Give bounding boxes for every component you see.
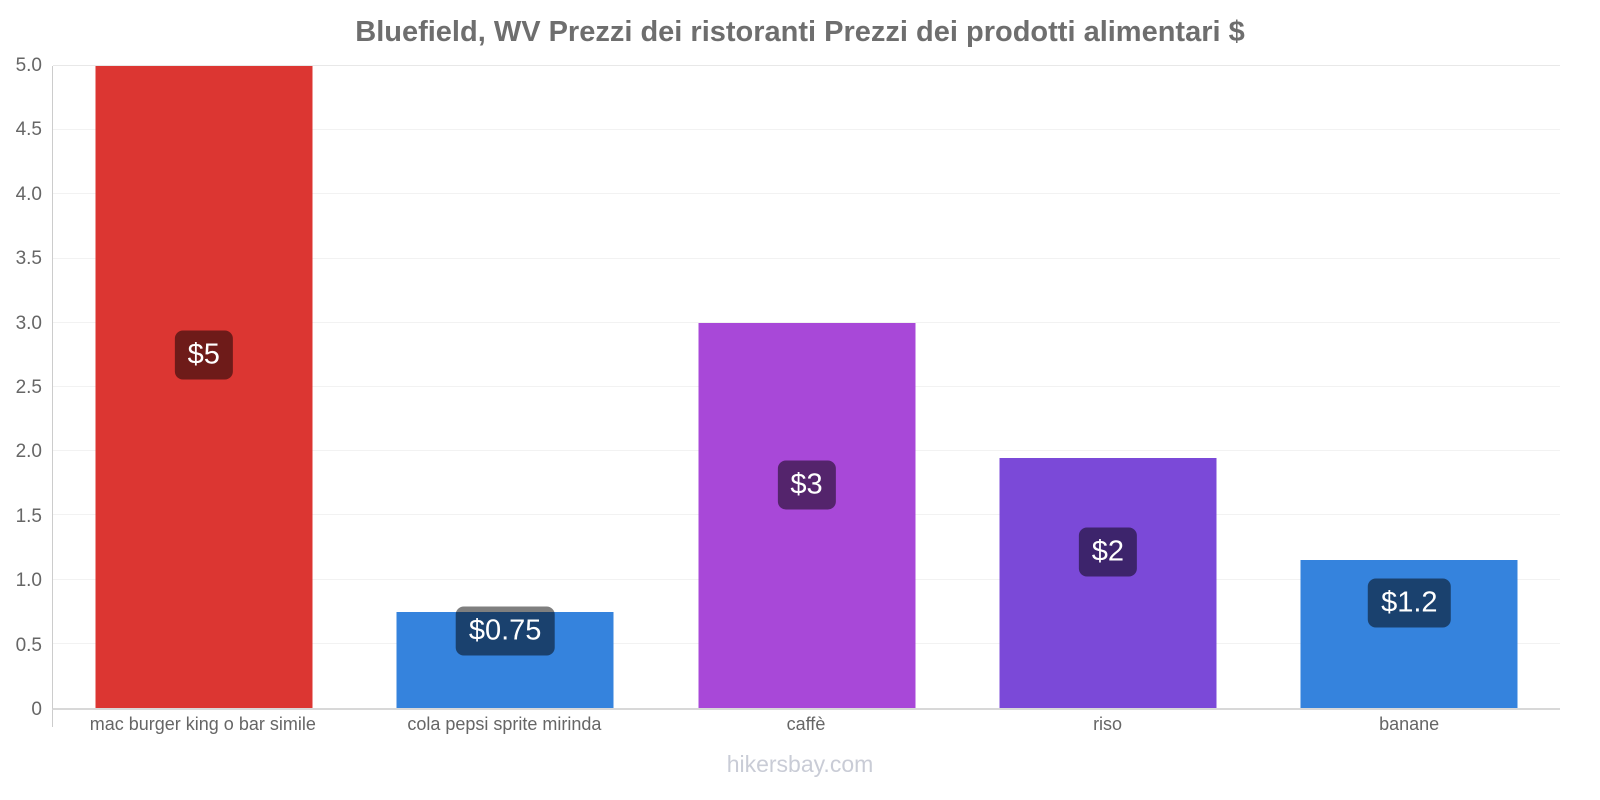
y-axis-tick-label: 2.5 bbox=[15, 377, 42, 398]
y-axis-tick-label: 0 bbox=[31, 699, 42, 720]
y-axis-tick-label: 2.0 bbox=[15, 441, 42, 463]
bar-slot: $0.75 bbox=[354, 66, 655, 708]
gridline bbox=[53, 65, 1560, 66]
bar-slot: $2 bbox=[957, 66, 1258, 708]
bar-value-label: $1.2 bbox=[1368, 578, 1451, 628]
y-axis-tick-label: 3.5 bbox=[15, 248, 42, 270]
y-axis-tick-label: 1.0 bbox=[15, 570, 42, 592]
x-axis-tick bbox=[52, 710, 53, 727]
x-axis-label: banane bbox=[1379, 714, 1440, 734]
bar[interactable] bbox=[698, 322, 916, 708]
bar-value-label: $2 bbox=[1078, 527, 1138, 577]
y-axis-tick-label: 3.0 bbox=[15, 312, 42, 334]
y-axis-tick-label: 5.0 bbox=[15, 55, 42, 76]
gridline bbox=[53, 257, 1560, 259]
y-axis-tick-label: 0.5 bbox=[15, 634, 42, 656]
gridline bbox=[53, 193, 1560, 195]
y-axis-tick-label: 4.0 bbox=[15, 183, 42, 205]
y-axis-tick-label: 4.5 bbox=[15, 119, 42, 141]
bar-series: $5 $0.75 $3 $2 $1.2 bbox=[53, 66, 1560, 708]
plot-area: $5 $0.75 $3 $2 $1.2 bbox=[52, 65, 1560, 710]
gridline bbox=[53, 129, 1560, 131]
x-axis-label: mac burger king o bar simile bbox=[89, 714, 316, 734]
x-axis: mac burger king o bar simile cola pepsi s… bbox=[52, 714, 1560, 735]
bar-value-label: $0.75 bbox=[455, 606, 555, 656]
gridline bbox=[53, 321, 1560, 323]
x-axis-label: caffè bbox=[786, 714, 826, 734]
watermark-hikersbay: hikersbay.com bbox=[726, 751, 874, 777]
x-axis-label: riso bbox=[1093, 714, 1123, 734]
bar-value-label: $5 bbox=[174, 330, 233, 380]
bar-slot: $1.2 bbox=[1259, 66, 1560, 708]
bar-slot: $3 bbox=[656, 66, 957, 708]
chart-title: Bluefield, WV Prezzi dei ristoranti Prez… bbox=[355, 16, 1245, 48]
x-axis-label: cola pepsi sprite mirinda bbox=[407, 714, 602, 734]
bar[interactable] bbox=[95, 66, 313, 708]
y-axis-tick-label: 1.5 bbox=[15, 505, 42, 527]
bar-slot: $5 bbox=[53, 66, 354, 708]
bar[interactable] bbox=[999, 457, 1217, 708]
y-axis: 0 0.5 1.0 1.5 2.0 2.5 3.0 3.5 4.0 4.5 5.0 bbox=[0, 55, 44, 720]
bar-value-label: $3 bbox=[777, 460, 836, 510]
